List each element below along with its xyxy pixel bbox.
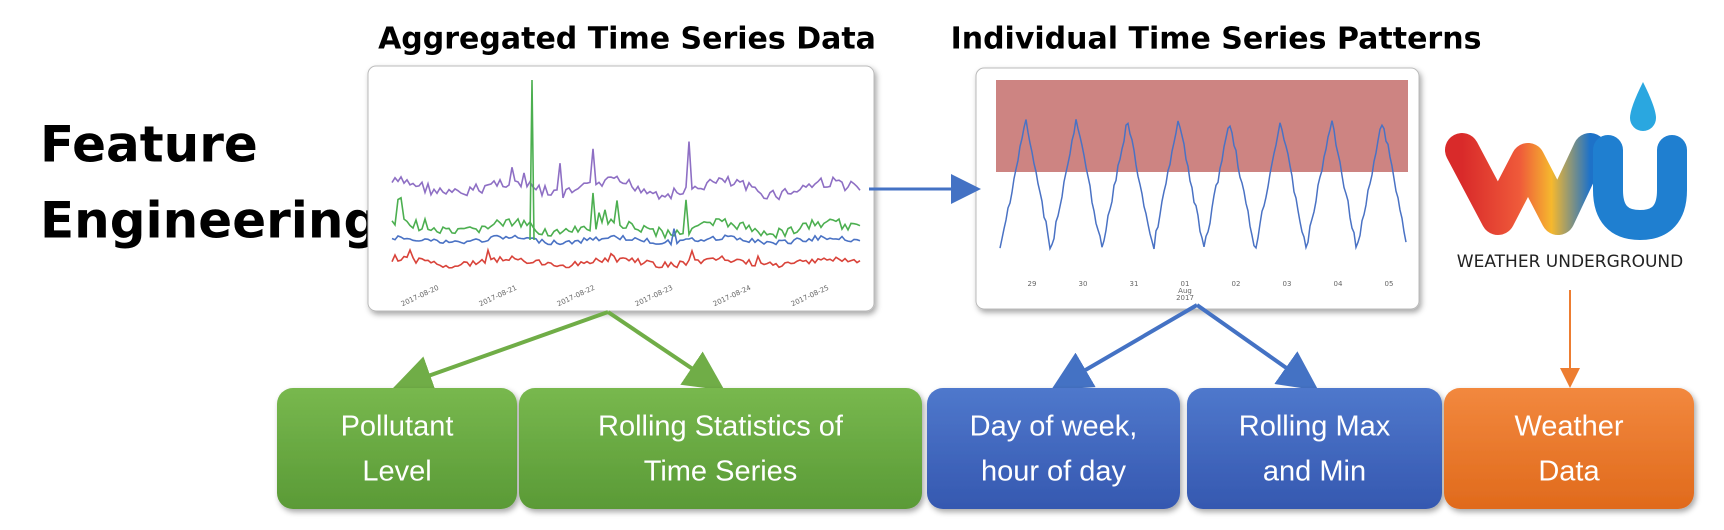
feature-box bbox=[1444, 388, 1694, 509]
panel-title: Individual Time Series Patterns bbox=[951, 22, 1482, 57]
x-tick-label: 04 bbox=[1334, 280, 1343, 288]
feature-label: Rolling Max bbox=[1239, 411, 1391, 443]
series-line bbox=[391, 247, 861, 269]
series-line bbox=[391, 228, 861, 247]
feature-box bbox=[1187, 388, 1442, 509]
series-line bbox=[999, 119, 1407, 252]
x-tick-label: Aug bbox=[1178, 287, 1192, 295]
highlight-band bbox=[996, 80, 1408, 172]
feature-boxes: Pollutant Level Rolling Statistics of Time … bbox=[277, 388, 1694, 509]
feature-label: Weather bbox=[1514, 411, 1623, 443]
x-tick-label: 29 bbox=[1028, 280, 1037, 288]
panel-frame bbox=[367, 65, 875, 312]
x-tick-label: 03 bbox=[1283, 280, 1292, 288]
feature-label: hour of day bbox=[981, 456, 1127, 488]
feature-box bbox=[927, 388, 1180, 509]
x-tick-label: 01 bbox=[1181, 280, 1190, 288]
logo: WEATHER UNDERGROUND bbox=[1445, 82, 1687, 272]
feature-label: Data bbox=[1538, 456, 1600, 488]
x-tick-label: 2017 bbox=[1176, 294, 1194, 302]
feature-label: Day of week, bbox=[970, 411, 1138, 443]
feature-box bbox=[519, 388, 922, 509]
series-line bbox=[529, 79, 535, 241]
x-tick-label: 31 bbox=[1130, 280, 1139, 288]
arrow bbox=[606, 310, 725, 391]
x-tick-label: 02 bbox=[1232, 280, 1241, 288]
series-line bbox=[391, 192, 861, 240]
feature-label: Rolling Statistics of bbox=[598, 411, 844, 443]
arrow bbox=[1195, 303, 1319, 391]
heading-line: Feature bbox=[40, 116, 258, 174]
panel-title: Aggregated Time Series Data bbox=[378, 22, 876, 57]
arrow bbox=[392, 310, 609, 395]
series-line bbox=[391, 141, 861, 201]
feature-label: Level bbox=[362, 456, 431, 488]
x-tick-label: 30 bbox=[1079, 280, 1088, 288]
heading-line: Engineering bbox=[40, 192, 379, 250]
feature-label: Time Series bbox=[644, 456, 798, 488]
feature-label: and Min bbox=[1263, 456, 1366, 488]
logo-label: WEATHER UNDERGROUND bbox=[1457, 252, 1683, 272]
arrow bbox=[1051, 303, 1199, 391]
feature-label: Pollutant bbox=[341, 411, 454, 443]
feature-box bbox=[277, 388, 517, 509]
x-tick-label: 05 bbox=[1385, 280, 1394, 288]
